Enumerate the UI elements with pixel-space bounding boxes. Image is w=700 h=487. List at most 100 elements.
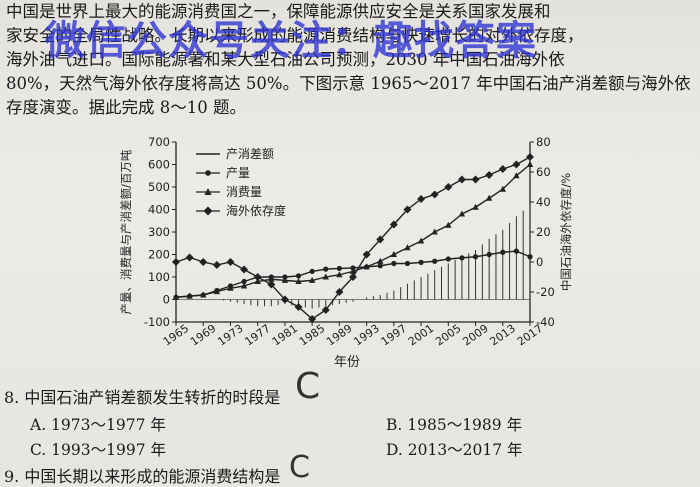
dependency-point [526,153,534,161]
watermark: 微信公众号关注：趣找答案 [45,18,537,64]
legend-dot-icon [205,170,211,176]
right-tick-label: 0 [536,255,543,269]
dependency-point [512,160,521,169]
production-point [241,278,247,285]
consumption-point [186,292,193,299]
consumption-point [472,203,479,210]
consumption-point [254,278,261,284]
consumption-point [485,194,493,201]
legend-label: 消费量 [226,185,262,199]
consumption-point [295,278,302,284]
right-tick-label: 60 [536,165,551,179]
left-tick-label: 100 [148,270,170,284]
passage-line: 家安全的全局性战略。长期以来形成的能源消费结构与快速增长的对外依存度， [6,26,584,45]
dependency-point [335,288,344,296]
consumption-point [417,237,425,244]
production-point [377,263,383,269]
left-tick-label: 600 [148,158,170,172]
production-point [323,266,329,272]
left-tick-label: 700 [148,135,170,149]
dependency-point [349,273,357,281]
production-point [472,254,479,260]
option-d: D. 2013～2017 年 [386,441,523,459]
production-point [336,265,342,272]
left-axis-label: 产量、消费量与产消差额/百万吨 [119,149,133,314]
consumption-point [458,210,466,217]
dependency-point [199,258,208,266]
production-point [391,260,397,267]
left-tick-label: 400 [148,203,170,217]
consumption-point [281,276,289,283]
dependency-point [430,190,439,199]
dependency-point [280,295,289,304]
dependency-point [226,258,235,266]
dependency-point [389,220,398,229]
consumption-point [172,293,180,300]
dependency-point [321,306,330,314]
dependency-point [253,273,262,281]
production-point [295,273,302,279]
right-tick-label: 20 [536,225,551,239]
production-point [309,268,315,274]
question-9-stem: 9. 中国长期以来形成的能源消费结构是 [4,467,281,486]
question-8-stem: 8. 中国石油产销差额发生转折的时段是 [4,388,281,407]
dependency-point [267,280,276,289]
consumption-point [227,284,234,291]
dependency-point [403,205,412,214]
dependency-point [308,315,317,323]
dependency-point [240,265,249,274]
consumption-point [336,271,343,278]
dependency-point [212,261,221,269]
consumption-point [431,228,438,235]
dependency-point [471,175,480,184]
consumption-point [240,282,248,289]
consumption-point [513,172,520,179]
dependency-point [376,235,385,244]
right-tick-label: -20 [536,285,555,299]
consumption-point [308,276,316,283]
passage-line: 中国是世界上最大的能源消费国之一，保障能源供应安全是关系国家发展和 [6,2,551,21]
production-point [513,248,519,254]
dependency-point [485,171,494,179]
dependency-point [457,175,466,184]
left-tick-label: 500 [148,180,170,194]
option-b: B. 1985～1989 年 [386,416,523,434]
passage-line: 80%，天然气海外依存度将高达 50%。下图示意 1965～2017 年中国石油… [6,74,691,93]
consumption-point [363,263,370,270]
dependency-point [362,250,371,259]
consumption-point [349,267,357,274]
left-tick-label: -100 [144,315,170,329]
handwritten-answer: C [289,450,310,485]
left-tick-label: 300 [148,225,170,239]
legend-diamond-icon [203,206,213,216]
production-point [486,251,492,258]
legend-label: 海外依存度 [226,203,286,218]
production-point [527,254,533,260]
right-tick-label: -40 [536,315,555,329]
passage-line: 海外油气进口。国际能源署和某大型石油公司预测，2030 年中国石油海外依 [6,50,565,69]
dependency-point [444,183,453,191]
option-a: A. 1973～1977 年 [30,416,166,434]
left-tick-label: 0 [163,293,170,307]
consumption-point [200,291,207,298]
right-tick-label: 40 [536,195,551,209]
legend-label: 产消差额 [226,147,274,161]
legend-triangle-icon [204,188,212,195]
right-axis-label: 中国石油海外依存度/% [559,173,573,291]
left-tick-label: 200 [148,248,170,262]
production-point [404,260,411,267]
production-point [418,259,424,265]
dependency-point [172,258,180,266]
consumption-point [404,244,411,251]
right-tick-label: 80 [536,135,551,149]
oil-chart: 7006005004003002001000-100806040200-20-4… [119,135,573,370]
consumption-point [213,288,221,295]
consumption-point [322,273,329,280]
passage-line: 存度演变。据此完成 8～10 题。 [6,98,246,117]
consumption-point [526,161,534,167]
production-point [432,258,438,264]
dependency-point [498,165,507,173]
consumption-point [390,251,398,257]
dependency-point [417,195,426,203]
